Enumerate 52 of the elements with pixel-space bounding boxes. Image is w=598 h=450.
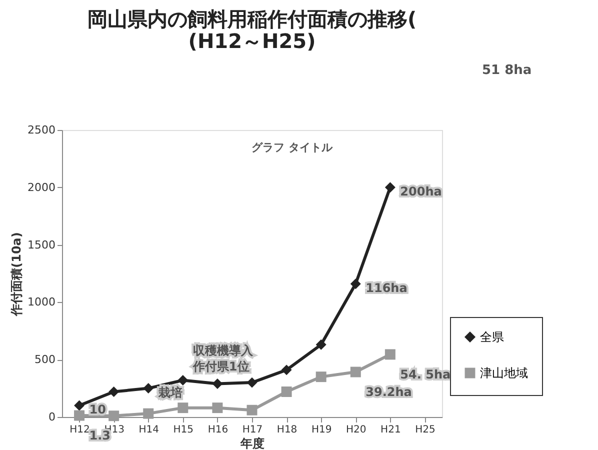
- legend-label: 全県: [480, 330, 504, 344]
- annotation: 54. 5ha: [400, 367, 451, 382]
- x-axis-title: 年度: [240, 436, 264, 450]
- point: [316, 339, 326, 350]
- point: [108, 386, 120, 397]
- x-tick-label: H21: [380, 424, 401, 436]
- point: [143, 408, 154, 419]
- point: [212, 378, 223, 389]
- text: (H12～H25): [188, 29, 316, 53]
- annotation: 10: [89, 402, 106, 417]
- text: 岡山県内の飼料用稲作付面積の推移(: [87, 7, 417, 31]
- annotation: 200ha: [400, 184, 442, 198]
- y-tick-label: 1000: [28, 296, 56, 309]
- point: [212, 402, 223, 414]
- point: [178, 375, 188, 386]
- annotation: 39.2ha: [366, 385, 412, 399]
- annotation: 収穫機導入: [192, 343, 254, 358]
- annotation: グラフ タイトル: [252, 141, 334, 154]
- point: [246, 377, 258, 388]
- point: [350, 278, 361, 290]
- x-tick-label: H17: [242, 424, 263, 436]
- point: [316, 372, 326, 382]
- legend-label: 津山地域: [480, 366, 528, 380]
- x-tick-label: H14: [138, 424, 159, 436]
- point: [384, 182, 396, 193]
- point: [384, 349, 396, 360]
- annotation: 作付県1位: [192, 359, 250, 374]
- point: [281, 386, 292, 397]
- y-tick-label: 2000: [28, 180, 56, 194]
- x-tick-label: H15: [173, 424, 194, 436]
- point: [246, 404, 258, 416]
- y-axis-title: 作付面積(10a): [10, 232, 24, 317]
- y-tick-label: 0: [48, 410, 56, 424]
- x-tick-label: H16: [208, 424, 228, 436]
- y-tick-label: 1500: [28, 238, 56, 252]
- x-tick-label: H20: [346, 424, 366, 436]
- x-tick-label: H12: [70, 424, 90, 436]
- annotation: 116ha: [366, 280, 408, 295]
- point: [350, 366, 361, 378]
- x-tick-label: H19: [311, 424, 332, 436]
- point: [74, 400, 85, 411]
- x-tick-label: H25: [415, 424, 436, 436]
- text: 51 8ha: [482, 63, 532, 78]
- point: [178, 402, 188, 414]
- annotation: 栽培: [157, 385, 182, 400]
- point: [143, 383, 154, 394]
- x-tick-label: H18: [276, 424, 298, 436]
- y-tick-label: 2500: [28, 124, 56, 136]
- y-tick-label: 500: [34, 353, 56, 366]
- point: [108, 410, 120, 422]
- point: [281, 364, 292, 376]
- point: [74, 410, 85, 421]
